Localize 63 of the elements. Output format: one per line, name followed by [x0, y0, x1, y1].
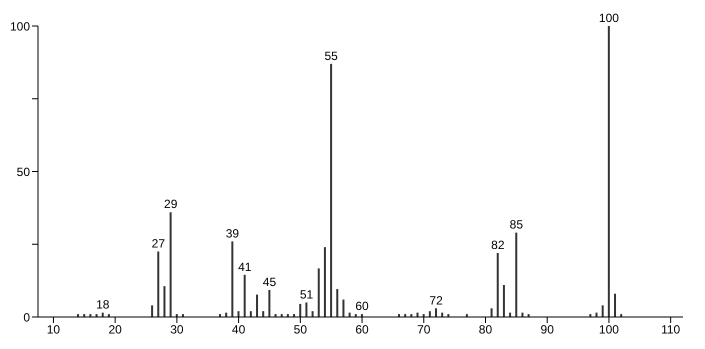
bar: [441, 312, 444, 317]
bar: [299, 304, 302, 317]
bar: [490, 308, 493, 317]
bar: [231, 241, 234, 317]
x-tick-label: 70: [417, 322, 431, 337]
annotation: 45: [262, 274, 276, 289]
x-tick-label: 10: [46, 322, 60, 337]
y-tick-label: 100: [10, 19, 30, 34]
bar: [330, 64, 332, 317]
annotation: 82: [491, 238, 505, 252]
annotation: 85: [510, 218, 524, 232]
bar: [250, 311, 252, 317]
bar: [262, 311, 264, 317]
bar: [509, 312, 512, 317]
bar: [521, 312, 524, 317]
bar: [496, 252, 499, 317]
annotation: 55: [324, 48, 338, 63]
bar: [170, 212, 172, 317]
y-tick-label: 50: [16, 164, 30, 179]
bar: [238, 311, 240, 317]
bar: [163, 286, 166, 317]
annotation: 72: [429, 293, 444, 308]
x-tick-label: 100: [598, 322, 620, 337]
bar: [305, 302, 308, 317]
bar: [435, 308, 438, 317]
bar: [515, 232, 518, 317]
annotation: 39: [226, 226, 240, 240]
x-tick-label: 90: [540, 322, 554, 337]
bar: [256, 294, 258, 317]
annotation: 18: [96, 298, 110, 312]
y-tick-label: 0: [23, 310, 30, 324]
bar: [416, 312, 419, 317]
x-tick-label: 40: [232, 322, 246, 337]
bar: [268, 290, 270, 317]
x-tick-label: 80: [478, 322, 492, 337]
bar: [502, 284, 505, 317]
bar: [614, 294, 616, 317]
annotation: 100: [598, 11, 620, 25]
bar: [602, 305, 604, 317]
annotation: 29: [164, 197, 178, 212]
bar: [336, 289, 338, 317]
bar: [312, 311, 314, 317]
annotation: 27: [152, 236, 166, 251]
x-tick-label: 110: [661, 322, 681, 337]
annotation: 41: [238, 260, 252, 274]
bar: [318, 268, 320, 317]
bar: [102, 312, 104, 317]
bar: [324, 247, 326, 317]
bar: [157, 252, 160, 317]
annotation: 51: [300, 287, 314, 302]
bar: [608, 26, 610, 317]
x-tick-label: 30: [170, 322, 184, 337]
bar: [596, 312, 598, 317]
x-tick-label: 20: [108, 322, 122, 337]
bar: [348, 312, 351, 317]
bar: [225, 312, 228, 317]
bar: [428, 311, 431, 317]
annotation: 60: [355, 299, 370, 314]
bar: [244, 274, 246, 317]
bar: [342, 300, 344, 317]
x-tick-label: 50: [294, 322, 308, 337]
bar: [151, 305, 154, 317]
x-tick-label: 60: [355, 322, 370, 337]
